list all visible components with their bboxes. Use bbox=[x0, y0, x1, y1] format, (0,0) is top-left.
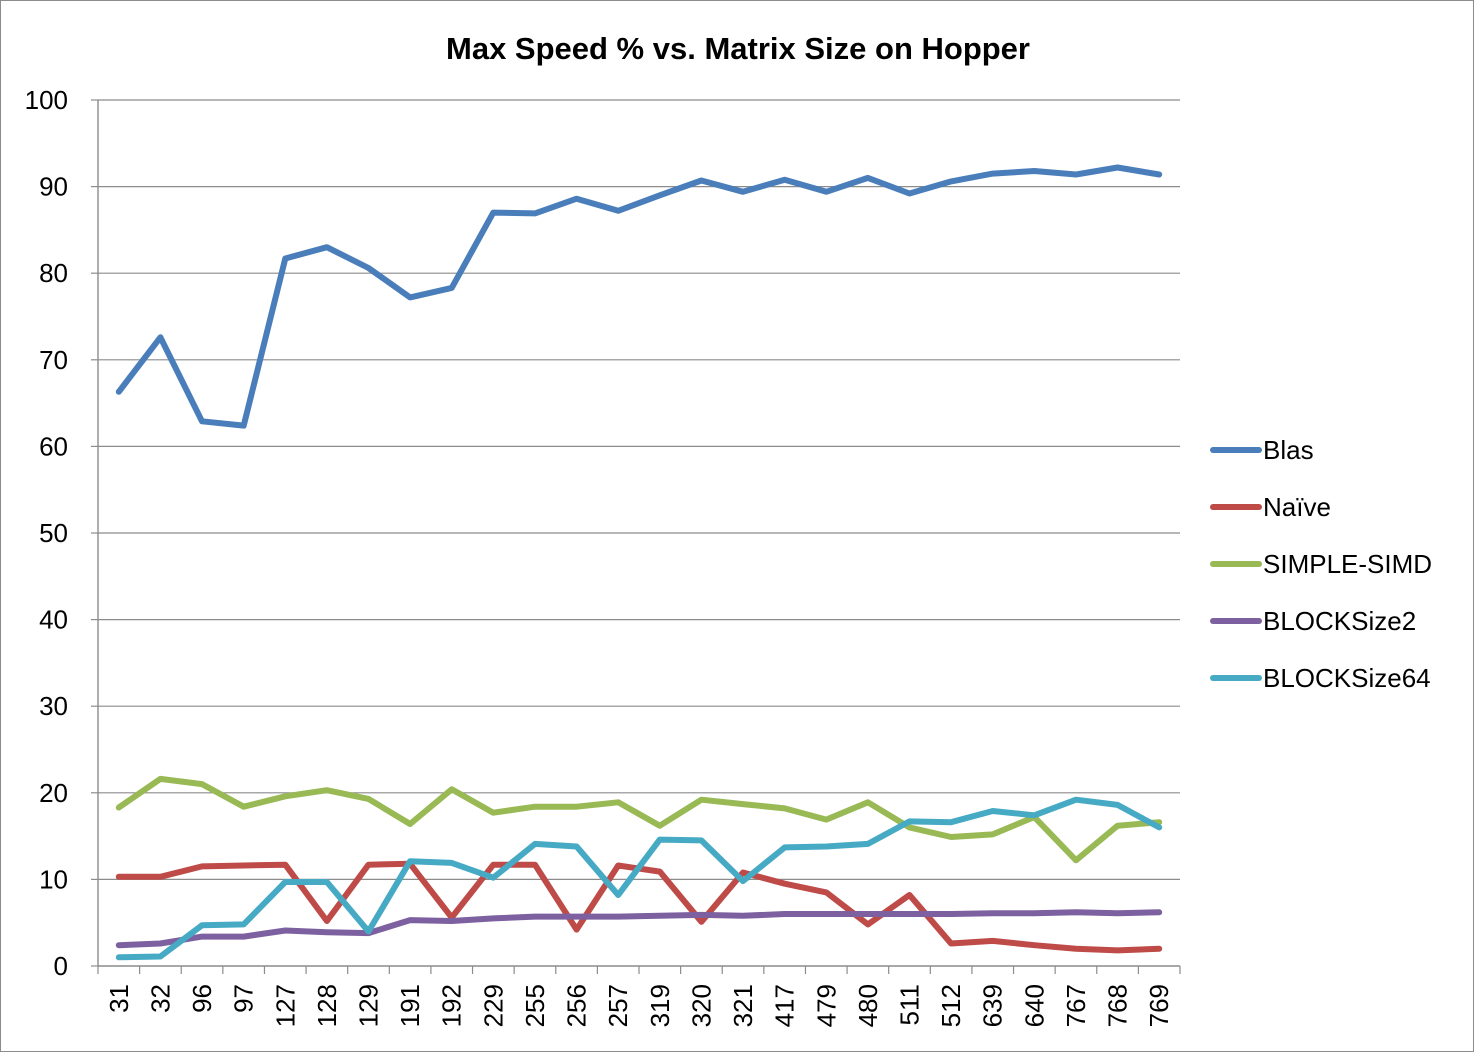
x-tick-label: 480 bbox=[853, 984, 883, 1027]
y-axis-ticks: 0 10 20 30 40 50 60 70 80 90 100 bbox=[25, 85, 68, 981]
x-tick-label: 640 bbox=[1019, 984, 1049, 1027]
x-tick-label: 32 bbox=[145, 984, 175, 1013]
x-axis-ticks: 31 32 96 97 127 128 129 191 192 229 255 256 257 319 32… bbox=[104, 984, 1174, 1027]
y-tick-label: 40 bbox=[39, 605, 68, 635]
series-line-4 bbox=[115, 796, 1163, 961]
legend: Blas Naïve SIMPLE-SIMD BLOCKSize2 BLOCKSize6… bbox=[1210, 435, 1432, 693]
legend-label: BLOCKSize2 bbox=[1263, 606, 1416, 636]
series-line-1 bbox=[115, 860, 1163, 954]
x-tick-label: 512 bbox=[936, 984, 966, 1027]
x-tick-label: 320 bbox=[686, 984, 716, 1027]
y-tick-label: 90 bbox=[39, 172, 68, 202]
chart-title: Max Speed % vs. Matrix Size on Hopper bbox=[446, 31, 1030, 66]
x-tick-label: 511 bbox=[895, 984, 925, 1025]
x-tick-label: 767 bbox=[1061, 984, 1091, 1027]
series-line-0 bbox=[115, 164, 1163, 429]
series-line-3 bbox=[115, 909, 1163, 949]
x-tick-label: 417 bbox=[770, 984, 800, 1027]
x-tick-label: 129 bbox=[354, 984, 384, 1027]
x-tick-label: 191 bbox=[395, 984, 425, 1027]
x-tick-label: 256 bbox=[562, 984, 592, 1027]
y-tick-label: 80 bbox=[39, 258, 68, 288]
x-tick-label: 31 bbox=[104, 984, 134, 1013]
y-tick-label: 100 bbox=[25, 85, 68, 115]
x-tick-label: 96 bbox=[187, 984, 217, 1013]
y-tick-label: 70 bbox=[39, 345, 68, 375]
legend-label: SIMPLE-SIMD bbox=[1263, 549, 1432, 579]
x-tick-label: 639 bbox=[978, 984, 1008, 1027]
y-tick-label: 0 bbox=[54, 951, 68, 981]
x-tick-label: 97 bbox=[229, 984, 259, 1013]
series-line-2 bbox=[115, 775, 1163, 864]
y-tick-label: 30 bbox=[39, 691, 68, 721]
gridlines bbox=[98, 99, 1180, 881]
x-tick-label: 768 bbox=[1103, 984, 1133, 1027]
series-lines bbox=[115, 164, 1163, 961]
x-tick-label: 128 bbox=[312, 984, 342, 1027]
legend-label: BLOCKSize64 bbox=[1263, 663, 1431, 693]
legend-label: Blas bbox=[1263, 435, 1314, 465]
x-tick-label: 319 bbox=[645, 984, 675, 1027]
x-tick-label: 479 bbox=[811, 984, 841, 1027]
x-tick-label: 257 bbox=[603, 984, 633, 1027]
x-tick-label: 769 bbox=[1144, 984, 1174, 1027]
legend-label: Naïve bbox=[1263, 492, 1331, 522]
axes bbox=[91, 99, 1181, 974]
x-tick-label: 255 bbox=[520, 984, 550, 1027]
x-tick-label: 321 bbox=[728, 984, 758, 1027]
y-tick-label: 50 bbox=[39, 518, 68, 548]
x-tick-label: 192 bbox=[437, 984, 467, 1027]
y-tick-label: 60 bbox=[39, 431, 68, 461]
x-tick-label: 127 bbox=[270, 984, 300, 1027]
y-tick-label: 10 bbox=[39, 864, 68, 894]
x-tick-label: 229 bbox=[478, 984, 508, 1027]
y-tick-label: 20 bbox=[39, 778, 68, 808]
